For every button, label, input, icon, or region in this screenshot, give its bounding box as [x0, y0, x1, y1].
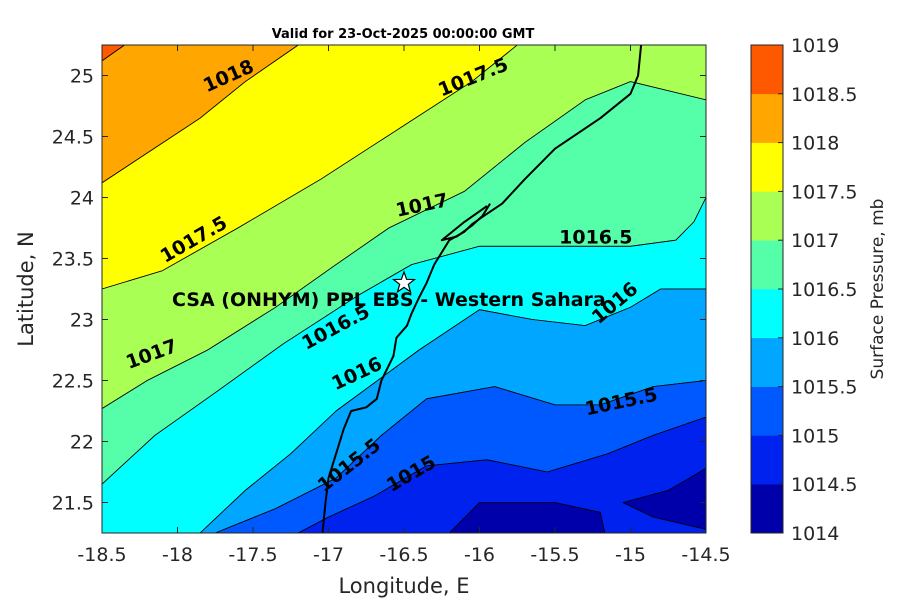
- colorbar-tick-label-8: 1018: [791, 133, 839, 155]
- colorbar-tick-label-9: 1018.5: [791, 84, 857, 106]
- colorbar-band-7: [751, 142, 783, 192]
- colorbar-band-9: [751, 45, 783, 95]
- y-tick-label-7: 25: [70, 66, 94, 88]
- colorbar-band-5: [751, 240, 783, 290]
- chart-title: Valid for 23-Oct-2025 00:00:00 GMT: [272, 27, 535, 42]
- site-label: CSA (ONHYM) PPL EBS - Western Sahara: [172, 289, 606, 311]
- colorbar-tick-label-2: 1015: [791, 425, 839, 447]
- x-tick-label-8: -14.5: [681, 544, 730, 566]
- y-tick-label-0: 21.5: [52, 493, 94, 515]
- colorbar-band-4: [751, 289, 783, 339]
- y-axis-ticks: 21.5 22 22.5 23 23.5 24 24.5 25: [52, 66, 706, 515]
- x-tick-label-1: -18: [162, 544, 193, 566]
- colorbar-tick-label-5: 1016.5: [791, 279, 857, 301]
- contour-band-9: [448, 502, 606, 533]
- colorbar-tick-label-1: 1014.5: [791, 474, 857, 496]
- colorbar-label: Surface Pressure, mb: [868, 199, 888, 380]
- colorbar-band-0: [751, 484, 783, 534]
- colorbar-band-8: [751, 93, 783, 143]
- contour-label-4: 1016.5: [559, 226, 632, 248]
- x-tick-label-4: -16.5: [379, 544, 428, 566]
- contour-band-8: [297, 416, 706, 533]
- colorbar-band-2: [751, 386, 783, 436]
- colorbar: 1014 1014.5 1015 1015.5 1016 1016.5 1017 1017.5…: [750, 35, 857, 545]
- y-tick-label-5: 24: [70, 188, 94, 210]
- colorbar-band-6: [751, 191, 783, 241]
- y-tick-label-1: 22: [70, 432, 94, 454]
- colorbar-tick-label-7: 1017.5: [791, 181, 857, 203]
- x-tick-label-6: -15.5: [530, 544, 579, 566]
- y-tick-label-3: 23: [70, 310, 94, 332]
- colorbar-tick-label-4: 1016: [791, 328, 839, 350]
- x-tick-label-0: -18.5: [77, 544, 126, 566]
- x-tick-label-7: -15: [615, 544, 646, 566]
- colorbar-band-3: [751, 337, 783, 387]
- contour-fills: [102, 45, 706, 533]
- peninsula-path: [440, 203, 491, 242]
- site-marker-group: CSA (ONHYM) PPL EBS - Western Sahara: [172, 270, 606, 311]
- colorbar-tick-label-10: 1019: [791, 35, 839, 57]
- y-axis-label: Latitude, N: [14, 231, 38, 347]
- colorbar-band-1: [751, 435, 783, 485]
- colorbar-tick-label-3: 1015.5: [791, 377, 857, 399]
- coastline-path: [321, 45, 643, 533]
- colorbar-tick-label-6: 1017: [791, 230, 839, 252]
- x-axis-ticks: -18.5 -18 -17.5 -17 -16.5 -16 -15.5 -15 -14.5: [77, 45, 731, 566]
- y-tick-label-6: 24.5: [52, 127, 94, 149]
- contour-band-10: [622, 467, 706, 530]
- site-star-icon: [391, 270, 417, 294]
- y-tick-label-2: 22.5: [52, 371, 94, 393]
- colorbar-tick-label-0: 1014: [791, 523, 839, 545]
- x-axis-label: Longitude, E: [338, 574, 469, 598]
- x-tick-label-5: -16: [464, 544, 495, 566]
- y-tick-label-4: 23.5: [52, 249, 94, 271]
- coastline: [321, 45, 643, 533]
- x-tick-label-2: -17.5: [228, 544, 277, 566]
- x-tick-label-3: -17: [313, 544, 344, 566]
